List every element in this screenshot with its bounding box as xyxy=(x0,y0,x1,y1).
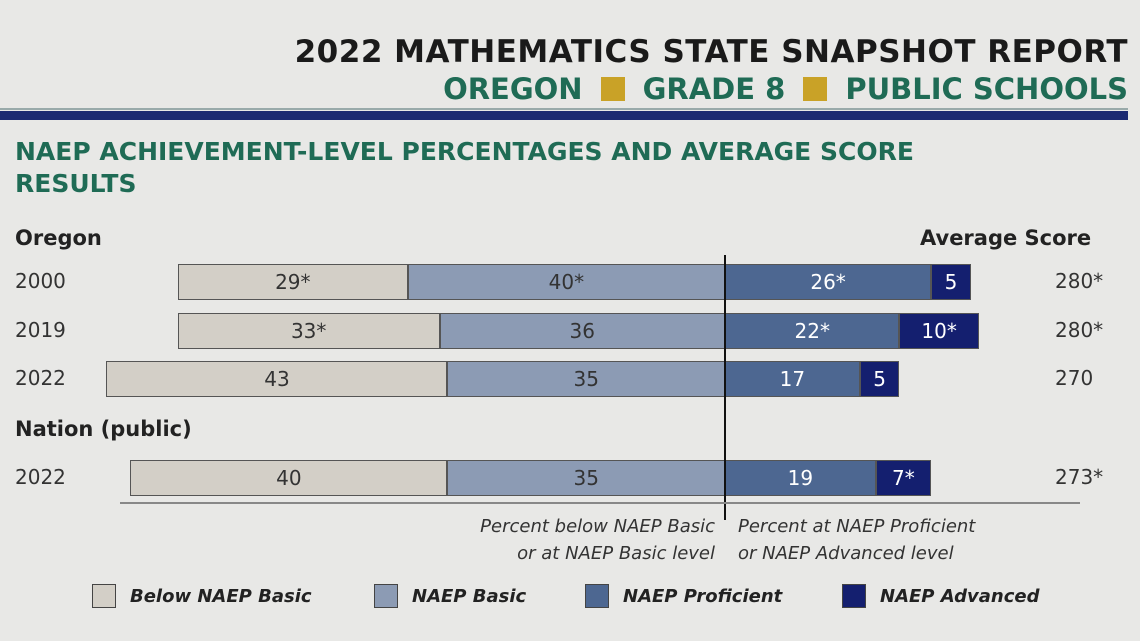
legend-basic: NAEP Basic xyxy=(374,584,526,608)
separator-square-icon xyxy=(600,77,625,101)
legend-label: NAEP Basic xyxy=(412,585,527,607)
header-rule xyxy=(0,111,1128,120)
legend-advanced: NAEP Advanced xyxy=(842,584,1039,608)
legend-label: NAEP Proficient xyxy=(623,585,783,607)
right-note-line: Percent at NAEP Proficient xyxy=(738,516,976,537)
bar-below-basic: 33* xyxy=(177,313,440,349)
year-label: 2000 xyxy=(15,269,66,293)
center-axis xyxy=(724,255,726,520)
legend-swatch xyxy=(92,584,116,608)
year-label: 2022 xyxy=(15,465,66,489)
state-label: OREGON xyxy=(443,72,583,106)
legend-proficient: NAEP Proficient xyxy=(585,584,782,608)
separator-square-icon xyxy=(803,77,828,101)
bar-basic: 36 xyxy=(439,313,725,349)
bar-below-basic: 29* xyxy=(177,264,408,300)
bar-below-basic: 40 xyxy=(130,460,448,496)
legend-swatch xyxy=(585,584,609,608)
section-heading: NAEP ACHIEVEMENT-LEVEL PERCENTAGES AND A… xyxy=(15,137,914,198)
average-score: 270 xyxy=(1055,366,1094,390)
average-score-header: Average Score xyxy=(920,226,1092,250)
average-score: 273* xyxy=(1055,465,1104,489)
left-note-line: Percent below NAEP Basic xyxy=(480,516,715,537)
average-score: 280* xyxy=(1055,318,1104,342)
left-note-line: or at NAEP Basic level xyxy=(517,543,715,564)
legend-below-basic: Below NAEP Basic xyxy=(92,584,312,608)
group-label-oregon: Oregon xyxy=(15,226,102,250)
bar-advanced: 5 xyxy=(859,361,900,397)
left-note: Percent below NAEP Basic or at NAEP Basi… xyxy=(480,513,715,567)
legend-swatch xyxy=(842,584,866,608)
bar-basic: 35 xyxy=(447,361,725,397)
report-subtitle: OREGON GRADE 8 PUBLIC SCHOOLS xyxy=(443,72,1128,106)
average-score: 280* xyxy=(1055,269,1104,293)
right-note-line: or NAEP Advanced level xyxy=(738,543,954,564)
year-label: 2022 xyxy=(15,366,66,390)
bar-advanced: 10* xyxy=(899,313,979,349)
bar-basic: 35 xyxy=(447,460,725,496)
bar-proficient: 22* xyxy=(725,313,900,349)
right-note: Percent at NAEP Proficient or NAEP Advan… xyxy=(738,513,975,567)
bar-advanced: 5 xyxy=(931,264,971,300)
report-title: 2022 MATHEMATICS STATE SNAPSHOT REPORT xyxy=(294,34,1128,70)
year-label: 2019 xyxy=(15,318,66,342)
bar-proficient: 17 xyxy=(725,361,860,397)
bar-basic: 40* xyxy=(407,264,725,300)
legend-label: Below NAEP Basic xyxy=(130,585,312,607)
schools-label: PUBLIC SCHOOLS xyxy=(845,72,1128,106)
header-rule-thin xyxy=(0,108,1128,110)
bar-below-basic: 43 xyxy=(106,361,448,397)
legend-label: NAEP Advanced xyxy=(880,585,1040,607)
legend-swatch xyxy=(374,584,398,608)
grade-label: GRADE 8 xyxy=(642,72,786,106)
bar-proficient: 26* xyxy=(725,264,932,300)
baseline xyxy=(120,502,1080,504)
group-label-nation: Nation (public) xyxy=(15,417,192,441)
bar-proficient: 19 xyxy=(725,460,876,496)
bar-advanced: 7* xyxy=(875,460,932,496)
